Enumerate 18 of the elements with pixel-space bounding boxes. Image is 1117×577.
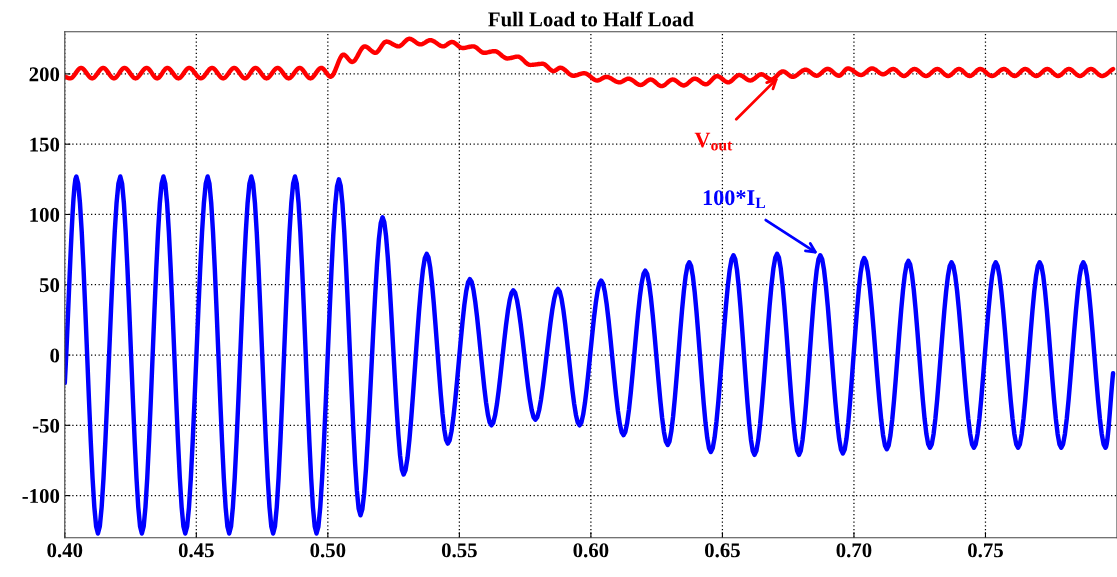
x-tick-label: 0.40 — [47, 543, 83, 558]
x-tick-label: 0.60 — [573, 543, 609, 558]
y-tick-label: 50 — [39, 278, 60, 293]
annotation: V$_{out}$ — [694, 132, 733, 151]
x-tick-label: 0.70 — [836, 543, 872, 558]
y-tick-label: 0 — [50, 348, 60, 363]
x-tick-label: 0.55 — [441, 543, 477, 558]
x-tick-label: 0.45 — [178, 543, 214, 558]
y-tick-label: -100 — [22, 488, 60, 504]
y-tick-label: 200 — [29, 67, 60, 82]
y-tick-label: 100 — [30, 207, 60, 222]
chart-title: Full Load to Half Load — [488, 11, 694, 27]
annotation: 100*I$_{L}$ — [703, 190, 766, 208]
y-tick-label: 150 — [30, 137, 60, 152]
y-tick-label: -50 — [32, 418, 60, 433]
x-tick-label: 0.65 — [704, 543, 740, 558]
x-tick-label: 0.75 — [968, 543, 1003, 558]
x-tick-label: 0.50 — [310, 543, 346, 558]
